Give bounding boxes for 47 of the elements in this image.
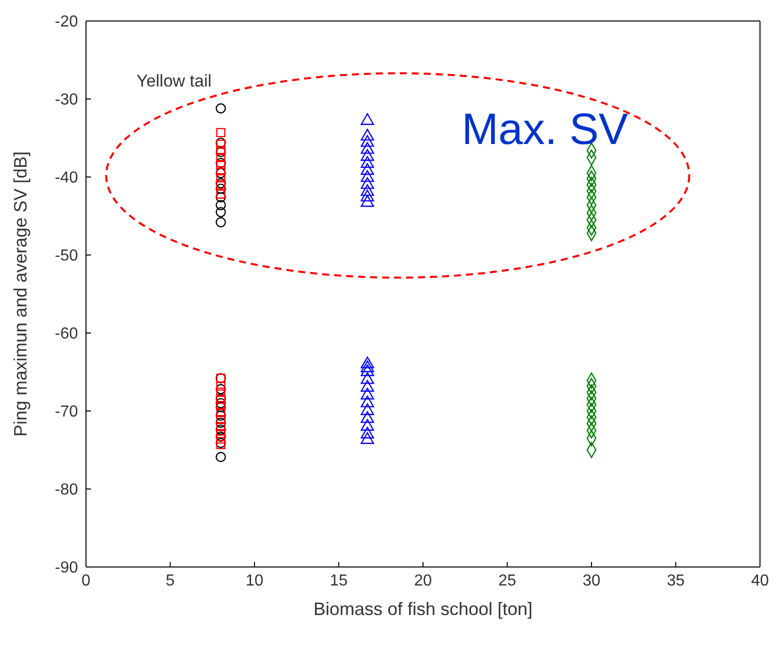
y-tick-label: -40	[54, 170, 78, 187]
point	[216, 184, 226, 194]
point	[216, 408, 226, 418]
y-tick-label: -50	[54, 248, 78, 265]
x-tick-label: 20	[414, 572, 432, 590]
x-tick-label: 5	[166, 572, 175, 590]
x-axis-title: Biomass of fish school [ton]	[313, 599, 533, 619]
y-tick-label: -70	[54, 404, 78, 421]
y-tick-label: -30	[54, 92, 78, 109]
point	[216, 388, 226, 397]
y-axis-title: Ping maximun and average SV [dB]	[10, 151, 30, 437]
x-tick-label: 30	[582, 572, 600, 590]
point	[216, 384, 226, 394]
point	[216, 206, 226, 218]
point	[216, 429, 226, 438]
y-tick-label: -20	[54, 14, 78, 31]
y-tick-label: -90	[54, 560, 78, 577]
point	[216, 418, 226, 428]
point	[216, 432, 226, 442]
x-tick-label: 25	[498, 572, 516, 590]
point	[216, 434, 226, 444]
annotation: Yellow tail	[136, 72, 212, 91]
annotation: Max. SV	[462, 105, 629, 154]
point	[216, 173, 226, 182]
point	[216, 103, 226, 114]
point	[216, 422, 226, 432]
point	[216, 168, 226, 178]
point	[216, 192, 226, 202]
point	[216, 217, 226, 228]
point	[216, 414, 226, 424]
x-tick-label: 0	[82, 572, 91, 590]
x-tick-label: 10	[246, 572, 264, 590]
point	[216, 424, 226, 435]
point	[216, 398, 226, 408]
y-tick-label: -60	[54, 326, 78, 343]
x-tick-label: 40	[751, 572, 769, 590]
point	[216, 190, 226, 199]
point	[216, 410, 226, 421]
x-tick-label: 35	[666, 572, 685, 590]
point	[216, 166, 226, 176]
point	[216, 128, 226, 138]
point	[216, 381, 226, 391]
y-tick-label: -80	[54, 482, 78, 499]
point	[216, 452, 226, 462]
point	[216, 152, 226, 162]
point	[216, 200, 226, 210]
x-tick-label: 15	[330, 572, 348, 590]
